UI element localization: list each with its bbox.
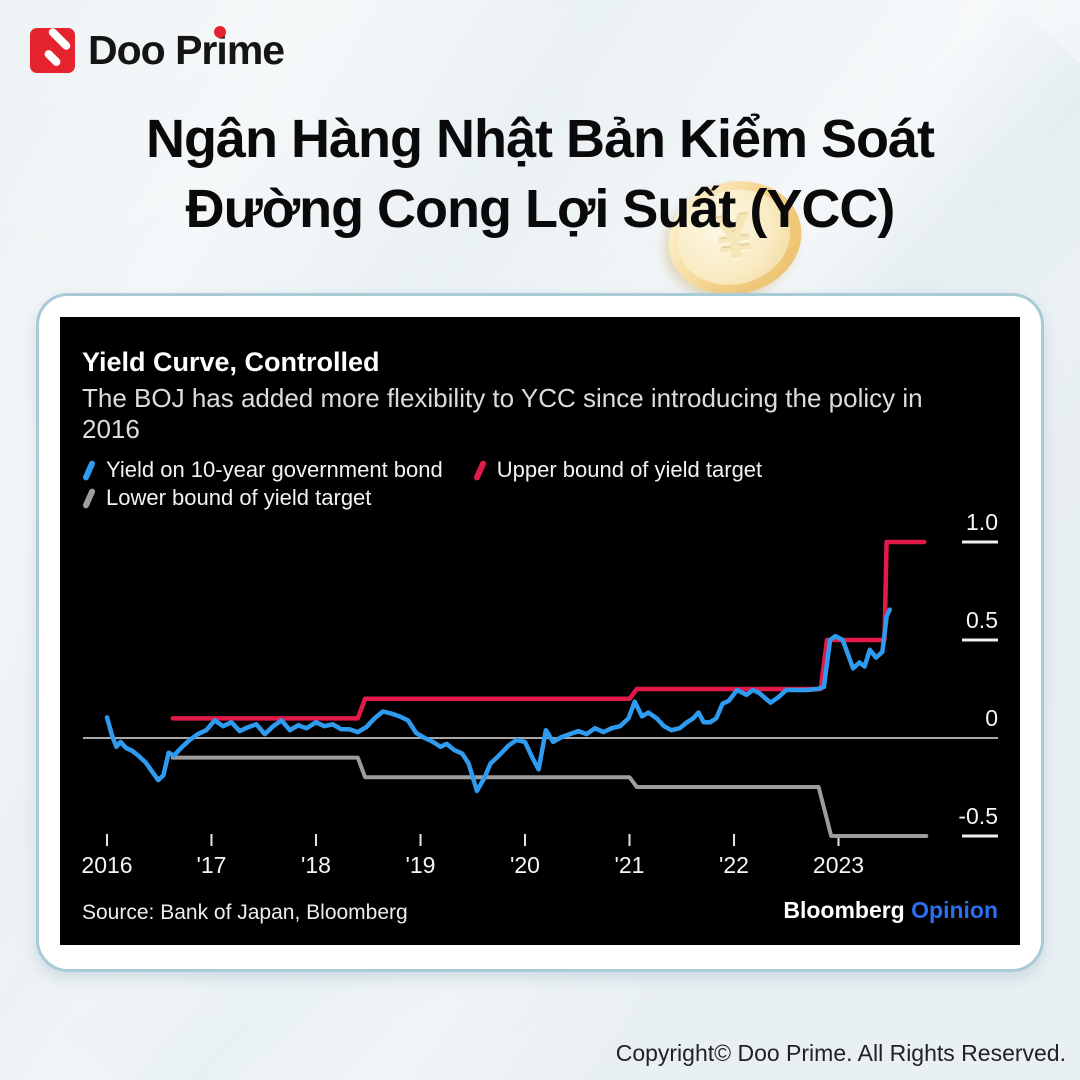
chart-subtitle-line1: The BOJ has added more flexibility to YC… [82, 383, 923, 413]
svg-text:'20: '20 [510, 852, 540, 878]
logo-slash-icon [42, 48, 63, 68]
doo-prime-logo-icon [30, 28, 75, 73]
chart-card: 1.0 0.5 0 -0.5 2016 '17 '18 '19 '20 '21 '22 2023 Yi… [36, 293, 1044, 972]
brand-text: me [226, 27, 285, 73]
legend-row: Yield on 10-year government bond Upper b… [81, 456, 763, 484]
brand-name: Doo Prime [88, 27, 285, 74]
copyright-note: Copyright© Doo Prime. All Rights Reserve… [615, 1040, 1066, 1066]
opinion-wordmark: Opinion [911, 897, 998, 923]
logo-slash-icon [47, 28, 72, 52]
svg-text:0: 0 [985, 705, 998, 731]
legend-item-upper-bound: Upper bound of yield target [472, 457, 763, 483]
brand-i-dot: i [216, 27, 227, 73]
svg-text:2016: 2016 [81, 852, 132, 878]
chart-subtitle-line2: 2016 [82, 414, 140, 444]
chart-subtitle: The BOJ has added more flexibility to YC… [82, 383, 923, 445]
legend-label: Yield on 10-year government bond [106, 457, 443, 482]
bloomberg-chart: 1.0 0.5 0 -0.5 2016 '17 '18 '19 '20 '21 '22 2023 Yi… [60, 317, 1020, 945]
legend-label: Upper bound of yield target [496, 457, 763, 482]
brand-text: Doo Pr [88, 27, 217, 73]
page-title-line1: Ngân Hàng Nhật Bản Kiểm Soát [145, 109, 935, 169]
legend-row: Lower bound of yield target [81, 484, 762, 512]
svg-text:2023: 2023 [813, 852, 864, 878]
svg-text:'21: '21 [615, 852, 645, 878]
source-note: Source: Bank of Japan, Bloomberg [82, 901, 408, 924]
svg-text:-0.5: -0.5 [958, 803, 998, 829]
legend-label: Lower bound of yield target [106, 485, 372, 510]
svg-text:0.5: 0.5 [966, 607, 998, 633]
chart-title: Yield Curve, Controlled [82, 347, 380, 377]
legend-item-10yr-yield: Yield on 10-year government bond [81, 457, 443, 483]
svg-text:'17: '17 [197, 852, 227, 878]
page-title: Ngân Hàng Nhật Bản Kiểm Soát Đường Cong … [0, 104, 1080, 244]
red-slash-icon [472, 459, 487, 481]
legend-item-lower-bound: Lower bound of yield target [81, 485, 372, 511]
svg-text:'22: '22 [719, 852, 749, 878]
svg-text:'18: '18 [301, 852, 331, 878]
bloomberg-wordmark: Bloomberg [783, 897, 905, 923]
svg-text:1.0: 1.0 [966, 509, 998, 535]
blue-slash-icon [81, 459, 97, 481]
chart-legend: Yield on 10-year government bond Upper b… [81, 456, 763, 512]
gray-slash-icon [81, 487, 97, 509]
page-title-line2: Đường Cong Lợi Suất (YCC) [185, 179, 896, 239]
brand-row: Doo Prime [30, 27, 285, 74]
svg-text:'19: '19 [406, 852, 436, 878]
bloomberg-opinion-logo: Bloomberg Opinion [783, 897, 998, 924]
